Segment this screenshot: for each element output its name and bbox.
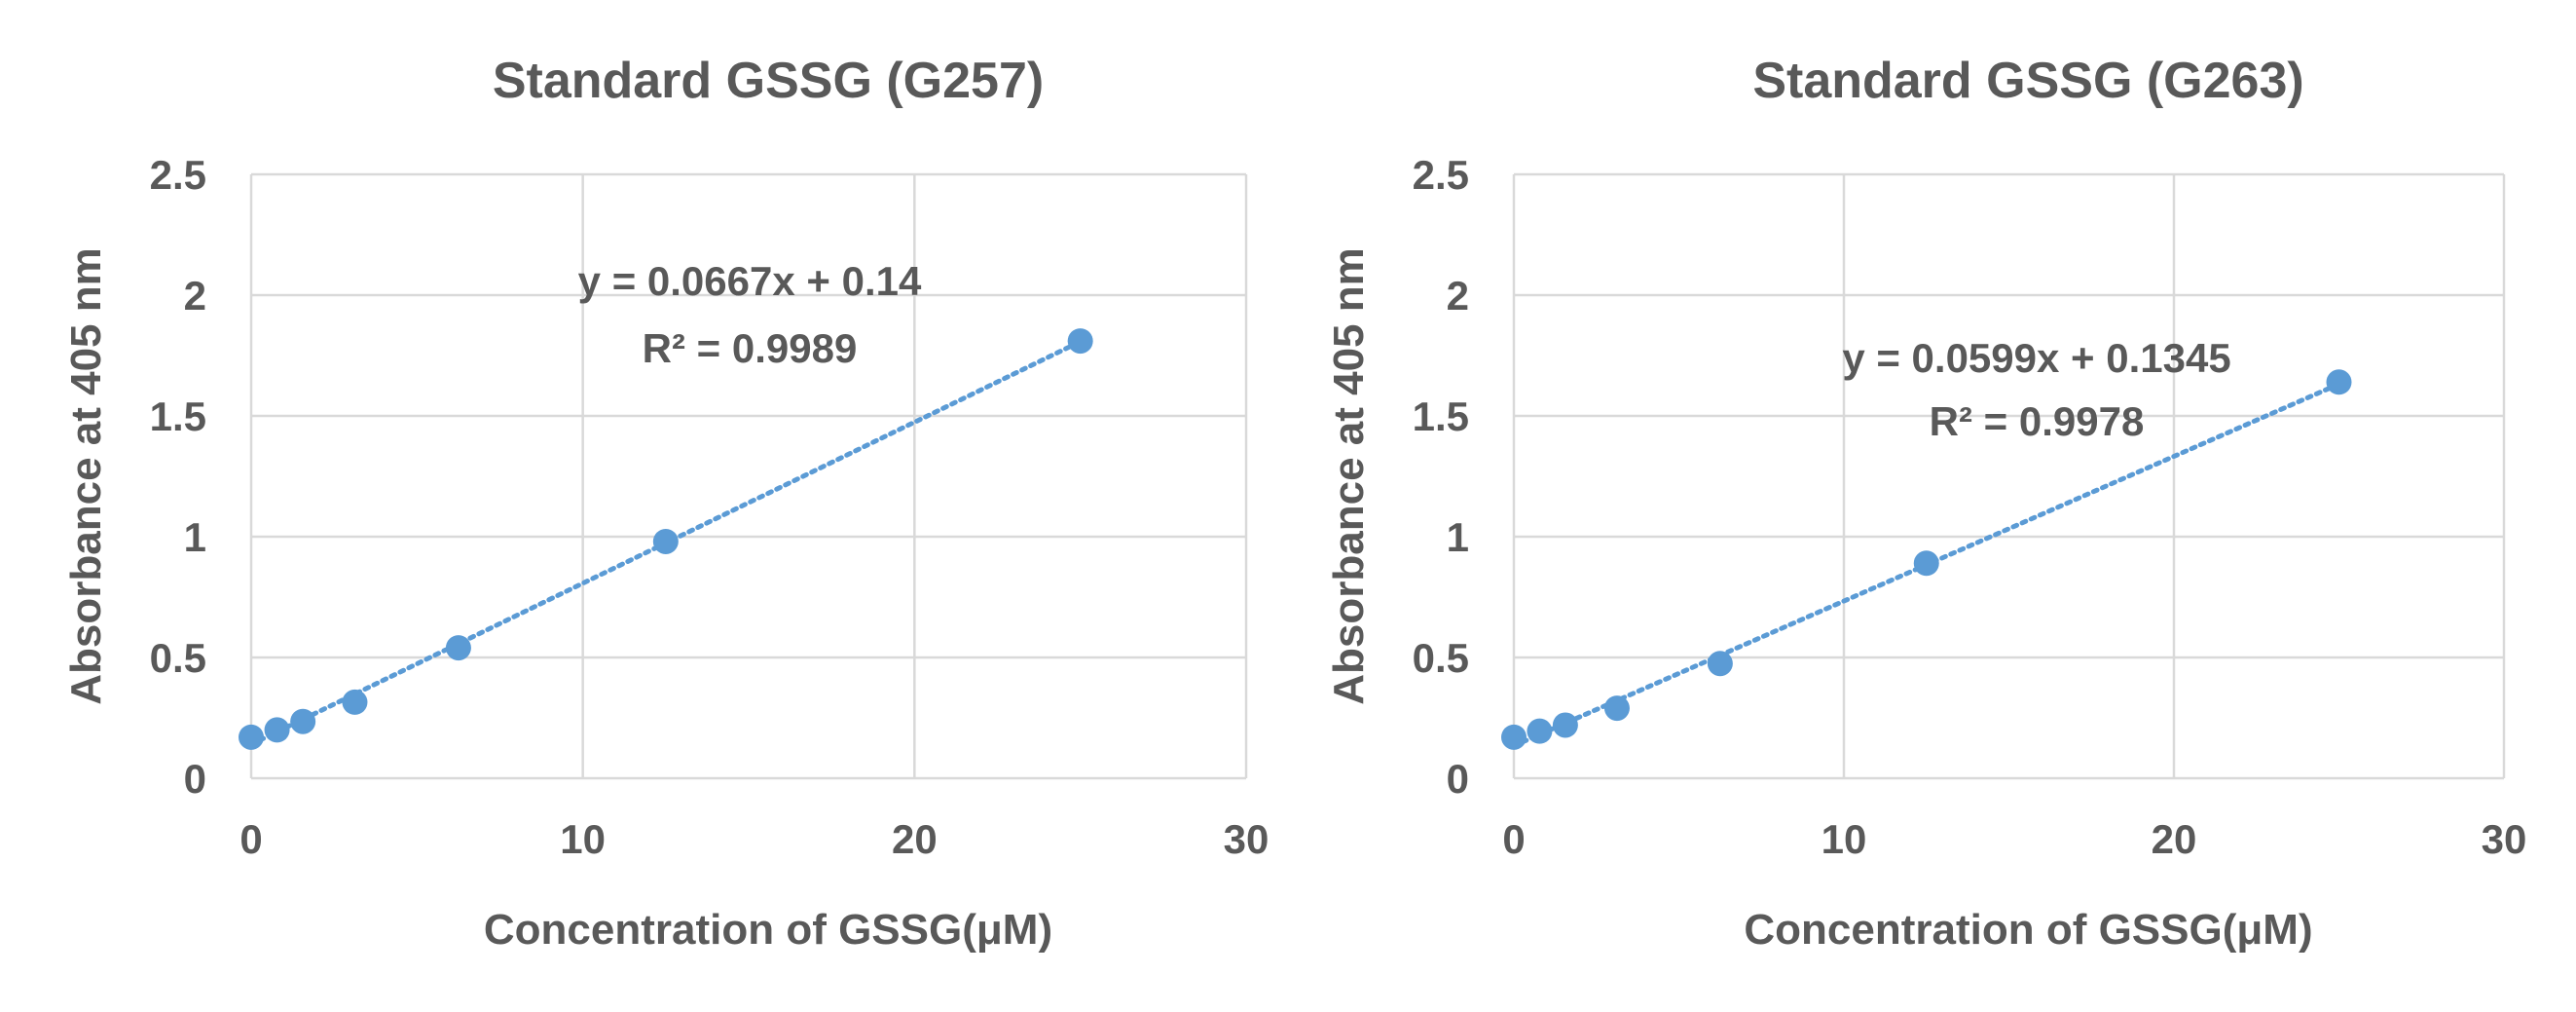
data-point: [1552, 712, 1578, 738]
chart-title: Standard GSSG (G263): [1752, 53, 2303, 109]
chart-g263: 0 0.5 1 1.5 2 2.5 0 10 20 30 Standard GSSG (G263) C…: [1325, 53, 2526, 954]
data-point: [342, 689, 368, 715]
data-point: [1527, 718, 1553, 744]
data-point: [290, 708, 316, 734]
x-tick-label: 20: [2152, 816, 2197, 862]
chart-title: Standard GSSG (G257): [493, 53, 1044, 109]
x-tick-label: 30: [1224, 816, 1270, 862]
data-point: [1501, 724, 1527, 750]
y-tick-label: 0.5: [150, 635, 206, 681]
y-tick-label: 1: [1447, 514, 1469, 560]
x-tick-label: 0: [1502, 816, 1525, 862]
trendline-equation: y = 0.0667x + 0.14: [578, 258, 922, 304]
y-tick-label: 2.5: [150, 152, 206, 198]
y-tick-label: 0.5: [1413, 635, 1469, 681]
data-point: [2326, 369, 2352, 395]
x-tick-label: 10: [560, 816, 606, 862]
y-tick-label: 1: [184, 514, 206, 560]
y-tick-label: 1.5: [150, 394, 206, 439]
y-axis-label: Absorbance at 405 nm: [62, 247, 110, 705]
y-axis-label: Absorbance at 405 nm: [1325, 247, 1373, 705]
y-tick-label: 0: [184, 756, 206, 802]
r-squared-label: R² = 0.9978: [1930, 398, 2145, 444]
x-tick-label: 20: [892, 816, 938, 862]
data-point: [445, 635, 471, 661]
chart-g257: 0 0.5 1 1.5 2 2.5 0 10 20 30 Standard GSSG (G257) C…: [62, 53, 1269, 954]
x-tick-label: 10: [1822, 816, 1867, 862]
r-squared-label: R² = 0.9989: [643, 325, 858, 371]
data-point: [1707, 651, 1733, 677]
data-point: [239, 724, 264, 750]
data-point: [1067, 328, 1093, 355]
x-axis-label: Concentration of GSSG(μM): [1744, 906, 2312, 954]
data-point: [652, 528, 679, 554]
y-tick-label: 1.5: [1413, 394, 1469, 439]
y-tick-label: 2: [1447, 273, 1469, 319]
data-point: [1603, 695, 1630, 722]
y-tick-label: 2: [184, 273, 206, 319]
x-axis-label: Concentration of GSSG(μM): [484, 906, 1052, 954]
x-tick-label: 30: [2482, 816, 2527, 862]
data-point: [1913, 550, 1939, 577]
y-tick-label: 0: [1447, 756, 1469, 802]
x-tick-label: 0: [239, 816, 262, 862]
y-tick-label: 2.5: [1413, 152, 1469, 198]
data-point: [264, 717, 290, 743]
trendline-equation: y = 0.0599x + 0.1345: [1842, 335, 2230, 381]
